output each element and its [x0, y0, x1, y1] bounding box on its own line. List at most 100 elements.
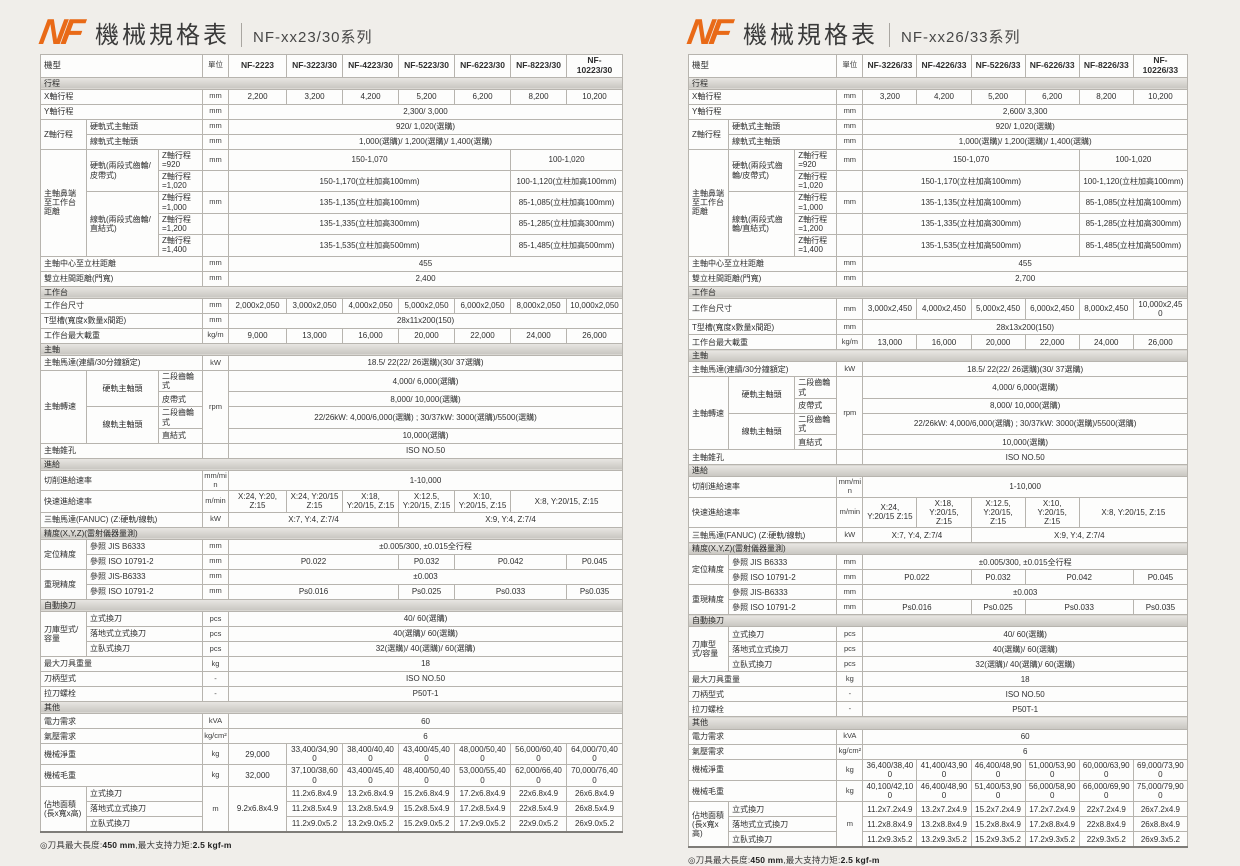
value-cell: 15.2x8.5x4.9 — [398, 800, 456, 817]
table-row: 主軸鼻端至工作台距離 硬軌(兩段式齒輪/皮帶式) Z軸行程=920 mm 150-1,0… — [687, 148, 1189, 257]
row-label-cell: 主軸馬達(連續/30分鐘額定) — [39, 354, 204, 371]
footnote-text: ,最大支持力矩: — [783, 855, 841, 866]
value-cell: 69,000/73,900 — [1132, 758, 1189, 782]
row-label-cell: X軸行程 — [687, 88, 838, 105]
value-cell: 85-1,485(立柱加高500mm) — [510, 234, 624, 257]
value-cell: ISO NO.50 — [228, 442, 624, 459]
value-cell: 13.2x9.0x5.2 — [342, 815, 400, 833]
unit-cell: mm — [836, 554, 864, 571]
spec-table-left-container: 機型 單位 NF-2223 NF-3223/30 NF-4223/30 NF-5223/3… — [39, 54, 624, 833]
value-cell: 4,200 — [342, 88, 400, 105]
section-row: 行程 — [39, 76, 624, 90]
row-label-cell: 機械淨重 — [39, 743, 204, 766]
column-header-cell: NF-8226/33 — [1078, 54, 1134, 78]
unit-cell: kW — [202, 354, 230, 371]
section-row: 自動換刀 — [39, 598, 624, 612]
section-header: 自動換刀 — [688, 614, 1188, 628]
unit-cell: pcs — [202, 640, 230, 657]
row-label-cell: 雙立柱間距離(門寬) — [39, 270, 204, 287]
value-cell: 22x7.2x4.9 — [1078, 801, 1134, 818]
unit-cell: mm — [202, 553, 230, 570]
row-label-cell: Z軸行程=1,020 — [794, 170, 838, 193]
value-cell: 4,000x2,050 — [342, 297, 400, 314]
value-cell: 48,000/50,400 — [454, 743, 512, 766]
value-cell: 8,000x2,450 — [1078, 297, 1134, 321]
value-cell: 43,400/45,400 — [398, 743, 456, 766]
row-label-cell: 二段齒輪式 — [794, 412, 838, 436]
value-cell: 16,000 — [342, 327, 400, 344]
value-cell: 29,000 — [228, 743, 288, 766]
footnote: ◎刀具最大長度:450 mm,最大支持力矩:2.5 kgf-m — [688, 854, 1188, 866]
machine-spec-table: 機型 單位 NF-3226/33 NF-4226/33 NF-5226/33 NF-622… — [687, 54, 1189, 849]
value-cell: 920/ 1,020(選購) — [228, 118, 624, 135]
table-corner-cell: 機型 — [687, 54, 838, 78]
value-cell: 18 — [228, 655, 624, 672]
section-row: 精度(X,Y,Z)(雷射儀器量測) — [688, 542, 1188, 556]
value-cell: 5,200 — [970, 88, 1026, 105]
value-cell: 10,000(選購) — [228, 427, 624, 444]
unit-cell: mm — [202, 88, 230, 105]
unit-cell: kg/m — [202, 327, 230, 344]
row-label-cell: Z軸行程=1,000 — [794, 191, 838, 214]
value-cell: 48,400/50,400 — [398, 764, 456, 787]
table-row: 主軸錐孔 ISO NO.50 — [687, 449, 1188, 466]
value-cell: 28x11x200(150) — [228, 312, 624, 329]
table-row: 落地式立式換刀 11.2x8.8x4.9 13.2x8.8x4.9 15.2x8.8x… — [689, 816, 1189, 833]
value-cell: 46,400/48,900 — [916, 780, 972, 803]
row-label-cell: 拉刀螺栓 — [39, 685, 204, 702]
machine-spec-table: 機型 單位 NF-2223 NF-3223/30 NF-4223/30 NF-5223/3… — [39, 54, 624, 833]
value-cell: 22/26kW: 4,000/6,000(選購) ; 30/37kW: 3000… — [228, 406, 624, 429]
row-label-cell: 落地式立式換刀 — [85, 625, 204, 642]
value-cell: ISO NO.50 — [228, 670, 624, 687]
column-header-cell: NF-4226/33 — [916, 54, 972, 78]
value-cell: 17.2x8.5x4.9 — [454, 800, 512, 817]
row-label-cell: 電力需求 — [687, 728, 838, 745]
table-row: 重現精度 參照 JIS-B6333 mm ±0.003 — [687, 584, 1188, 616]
value-cell: 135-1,535(立柱加高500mm) — [862, 234, 1080, 257]
value-cell: 135-1,335(立柱加高300mm) — [228, 212, 512, 236]
value-cell: 62,000/66,400 — [510, 764, 568, 787]
value-cell: X:24, Y:20, Z:15 — [228, 490, 288, 513]
table-row: 電力需求 kVA 60 — [687, 728, 1188, 745]
row-label-cell: Z軸行程=1,200 — [157, 212, 204, 236]
value-cell: 9,000 — [228, 327, 288, 344]
table-row: 機型 單位 NF-2223 NF-3223/30 NF-4223/30 NF-5223/3… — [39, 54, 624, 78]
value-cell: Ps0.016 — [228, 583, 400, 600]
value-cell: 4,000/ 6,000(選購) — [862, 376, 1188, 399]
value-cell: 4,200 — [916, 88, 972, 105]
unit-cell: mm — [202, 312, 230, 329]
spec-table-right-container: 機型 單位 NF-3226/33 NF-4226/33 NF-5226/33 NF-622… — [687, 54, 1189, 849]
table-row: 重現精度 參照 JIS-B6333 mm ±0.003 — [40, 568, 624, 600]
value-cell: 32(選購)/ 40(選購)/ 60(選購) — [862, 656, 1188, 673]
row-label-cell: 三軸馬達(FANUC) (Z:硬軌/線軌) — [39, 511, 204, 528]
table-row: T型槽(寬度x數量x間距) mm 28x13x200(150) — [687, 319, 1188, 336]
value-cell: X:24, Y:20/15 Z:15 — [286, 490, 344, 513]
unit-cell: mm — [836, 270, 864, 287]
row-label-cell: 硬軌式主軸頭 — [85, 118, 204, 135]
row-label-cell: 參照 ISO 10791-2 — [728, 599, 838, 616]
row-label-cell: 立臥式換刀 — [85, 640, 204, 657]
table-corner-cell: 機型 — [39, 54, 204, 78]
footnote-text: ◎刀具最大長度: — [40, 839, 103, 850]
value-cell: 3,000x2,450 — [862, 297, 918, 321]
table-row: X軸行程 mm 3,200 4,200 5,200 6,200 8,200 10,200 — [687, 88, 1189, 105]
row-label-cell: 佔地面積(長x寬x高) — [40, 785, 87, 833]
value-cell: 36,400/38,400 — [862, 758, 918, 782]
table-row: Z軸行程 硬軌式主軸頭 mm 920/ 1,020(選購) — [40, 118, 624, 150]
table-row: 定位精度 參照 JIS B6333 mm ±0.005/300, ±0.015全行程 — [40, 538, 624, 570]
value-cell: 135-1,135(立柱加高100mm) — [862, 191, 1080, 214]
title-divider — [889, 23, 890, 47]
table-row: 參照 ISO 10791-2 mm P0.022 P0.032 P0.042 P0.045 — [41, 553, 624, 570]
row-label-cell: 電力需求 — [39, 713, 204, 730]
row-label-cell: 氣壓需求 — [39, 728, 204, 745]
value-cell: X:9, Y:4, Z:7/4 — [970, 527, 1189, 544]
footnote-max-torque: 2.5 kgf-m — [192, 839, 232, 850]
value-cell: 6,200 — [1024, 88, 1080, 105]
value-cell: 11.2x9.0x5.2 — [286, 815, 344, 833]
table-row: 主軸馬達(連續/30分鐘額定) kW 18.5/ 22(22/ 26選購)(30/ … — [39, 354, 624, 371]
value-cell: X:8, Y:20/15, Z:15 — [1078, 496, 1189, 529]
row-label-cell: 三軸馬達(FANUC) (Z:硬軌/線軌) — [687, 527, 838, 544]
value-cell: 2,400 — [228, 270, 624, 287]
value-cell: 26,000 — [1132, 334, 1189, 351]
table-row: 電力需求 kVA 60 — [39, 713, 624, 730]
